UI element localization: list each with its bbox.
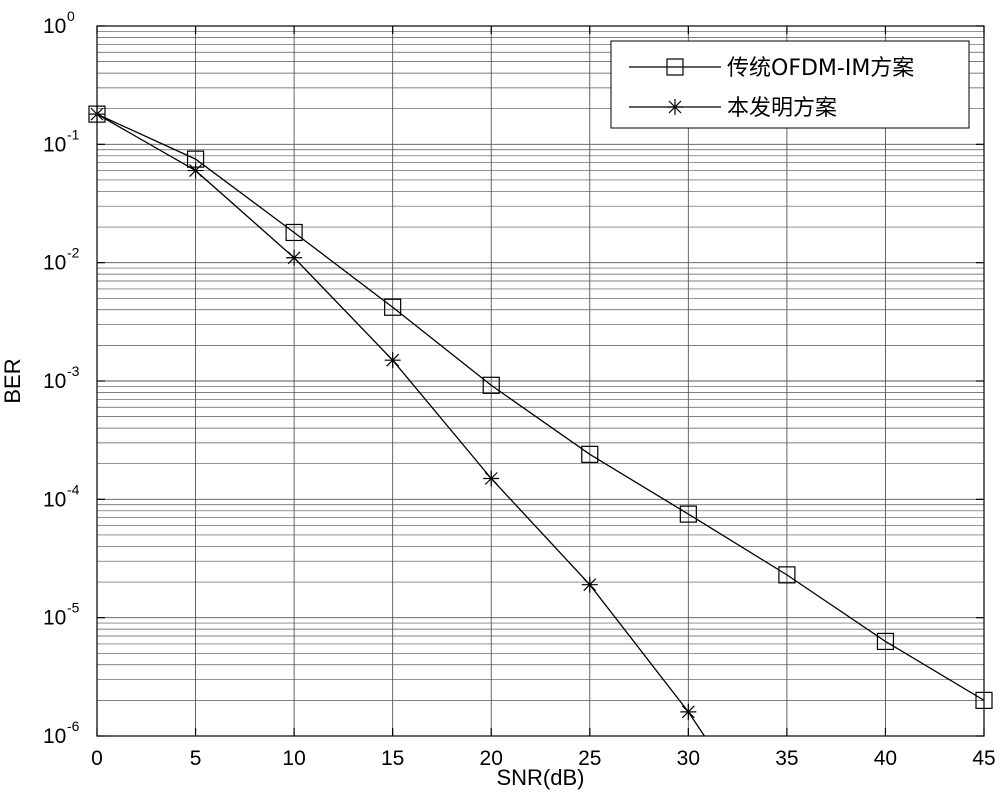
data-point [483,470,500,487]
series-2 [89,106,706,736]
data-point [285,223,303,242]
y-tick-label: 10 0 [43,8,75,38]
x-tick-label: 30 [677,747,700,770]
grid [96,25,985,737]
axis-ticks [96,25,985,737]
legend-box [610,40,970,129]
legend-marker [666,58,684,76]
data-point [679,505,697,523]
data-point [384,298,402,316]
x-tick-label: 35 [775,747,798,770]
y-tick-base: 10 [43,725,66,748]
y-tick-label: 10 -3 [43,363,80,393]
y-tick-label: 10 -6 [43,718,80,748]
y-tick-label: 10 -2 [43,245,80,275]
data-point [384,352,401,369]
data-point [482,376,500,394]
x-tick-labels: 0 5 10 15 20 25 30 35 40 45 [91,747,996,770]
y-tick-base: 10 [43,252,66,275]
legend-marker [667,99,683,115]
data-point [286,249,303,266]
series-line [97,113,984,701]
y-axis-title: BER [0,358,25,403]
legend-item-1: 传统OFDM-IM方案 [629,56,914,81]
y-tick-base: 10 [43,133,66,156]
x-tick-label: 15 [381,747,404,770]
series-line [97,113,706,736]
y-tick-label: 10 -5 [43,600,80,630]
x-tick-label: 0 [91,747,103,770]
y-tick-label: 10 -4 [43,481,80,511]
data-point [581,445,599,463]
y-tick-label: 10 -1 [43,126,80,156]
y-tick-base: 10 [43,607,66,630]
x-tick-label: 5 [190,747,202,770]
y-tick-base: 10 [43,15,66,38]
legend-item-2: 本发明方案 [629,96,837,121]
data-point [876,632,895,651]
data-point [581,576,598,593]
x-axis-title: SNR(dB) [496,765,584,790]
y-tick-exponent: -5 [67,600,80,616]
y-tick-base: 10 [43,488,66,511]
x-tick-label: 40 [874,747,897,770]
y-tick-exponent: 0 [67,8,75,24]
x-tick-label: 10 [282,747,305,770]
legend-label: 传统OFDM-IM方案 [727,56,914,81]
legend-label: 本发明方案 [727,96,837,121]
data-point [778,566,796,584]
y-tick-exponent: -2 [67,245,80,261]
x-tick-label: 20 [480,747,503,770]
series-layer [88,105,993,736]
y-tick-exponent: -6 [67,718,80,734]
data-point [680,703,697,720]
data-point [187,162,204,179]
x-tick-label: 45 [972,747,995,770]
x-tick-label: 25 [578,747,601,770]
y-tick-exponent: -1 [67,126,80,142]
y-tick-exponent: -3 [67,363,80,379]
y-tick-base: 10 [43,370,66,393]
y-tick-exponent: -4 [67,481,80,497]
